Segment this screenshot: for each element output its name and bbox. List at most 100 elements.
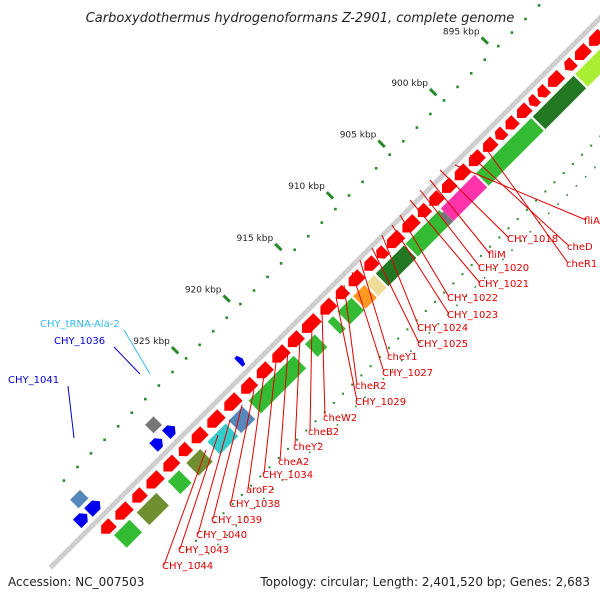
- label-leader-line: [359, 259, 390, 357]
- gc-dot: [424, 310, 427, 312]
- gc-dot: [157, 384, 161, 387]
- gene-label: cheR2: [355, 381, 386, 392]
- backbone-arc: [48, 14, 600, 570]
- label-leader-line: [123, 329, 151, 375]
- gc-dot: [497, 44, 500, 48]
- gc-dot: [185, 549, 188, 551]
- gc-dot: [369, 365, 372, 368]
- gc-dot: [62, 479, 66, 482]
- gc-dot: [479, 254, 482, 257]
- gc-dot: [442, 99, 446, 102]
- gc-dot: [225, 316, 229, 319]
- gc-dot: [198, 343, 201, 347]
- gc-dot: [299, 460, 302, 463]
- label-leader-line: [67, 385, 75, 439]
- gc-dot: [511, 249, 513, 251]
- gc-dot: [336, 424, 339, 426]
- gc-dot: [410, 350, 412, 353]
- forward-cds: [517, 102, 533, 118]
- cog-category-block: [228, 406, 256, 434]
- gc-dot: [116, 425, 120, 428]
- gene-label: CHY_1036: [54, 336, 105, 347]
- gene-label: CHY_1022: [447, 293, 498, 304]
- kbp-tick: [170, 346, 180, 355]
- forward-cds: [224, 392, 243, 411]
- gc-dot: [388, 346, 390, 349]
- gc-dot: [130, 411, 134, 414]
- forward-cds: [178, 441, 194, 457]
- gc-dot: [590, 144, 593, 147]
- gene-label: CHY_1044: [162, 561, 213, 572]
- gc-dot: [347, 194, 351, 197]
- gc-dot: [327, 433, 329, 435]
- label-leader-line: [179, 434, 219, 550]
- gc-dot: [502, 258, 504, 261]
- gc-dot: [594, 166, 596, 169]
- forward-cds: [402, 214, 421, 233]
- forward-cds: [505, 115, 520, 130]
- label-leader-line: [371, 247, 420, 344]
- gc-dot: [198, 561, 201, 564]
- gc-dot: [231, 503, 234, 506]
- gc-dot: [374, 167, 378, 170]
- forward-cds: [320, 297, 338, 315]
- gene-label: CHY_1041: [8, 375, 59, 386]
- gc-dot: [419, 341, 421, 343]
- forward-cds: [287, 330, 305, 348]
- gc-dot: [469, 72, 473, 75]
- gc-dots-layer: [62, 4, 600, 564]
- gc-dot: [204, 530, 207, 533]
- gc-dot: [235, 525, 238, 527]
- gc-dot: [171, 370, 174, 374]
- gc-dot: [452, 282, 455, 285]
- kbp-label: 910 kbp: [288, 182, 325, 192]
- gc-dot: [525, 208, 528, 211]
- gc-dot: [489, 245, 492, 248]
- forward-cds: [241, 376, 259, 394]
- gc-dot: [446, 313, 449, 316]
- label-leader-line: [409, 199, 481, 284]
- gc-dot: [391, 368, 394, 371]
- gene-label: cheR1: [566, 259, 597, 270]
- kbp-label: 920 kbp: [185, 286, 222, 296]
- feature-tracks-layer: [70, 28, 600, 549]
- gc-dot: [89, 452, 93, 455]
- cog-category-block: [248, 355, 307, 414]
- forward-cds: [589, 28, 600, 46]
- forward-cds: [575, 43, 592, 60]
- kbp-label: 905 kbp: [340, 131, 377, 141]
- gc-dot: [332, 401, 335, 404]
- cog-category-block: [304, 334, 328, 358]
- gene-label: CHY_1020: [478, 263, 529, 274]
- gene-label: CHY_1029: [355, 397, 406, 408]
- forward-cds: [132, 487, 148, 503]
- cog-category-block: [365, 274, 388, 297]
- gene-label: CHY_tRNA-Ala-2: [40, 319, 120, 330]
- cog-category-block: [532, 75, 587, 130]
- forward-cds: [335, 284, 351, 300]
- gc-dot: [307, 234, 310, 238]
- gc-dot: [465, 295, 467, 297]
- gene-label: CHY_1040: [196, 530, 247, 541]
- gene-label: CHY_1034: [262, 470, 313, 481]
- reverse-cds: [149, 438, 163, 452]
- gc-dot: [402, 139, 405, 143]
- backbone-layer: [48, 14, 600, 570]
- gene-label: CHY_1039: [211, 515, 262, 526]
- gc-dot: [213, 521, 216, 524]
- forward-cds: [494, 126, 509, 140]
- gc-dot: [373, 387, 375, 389]
- kbp-tick: [377, 139, 386, 149]
- gc-dot: [309, 451, 311, 454]
- forward-cds: [101, 518, 117, 534]
- gc-dot: [272, 488, 274, 490]
- gene-label: CHY_1038: [229, 499, 280, 510]
- gene-label: cheW2: [323, 413, 357, 424]
- forward-cds: [115, 501, 134, 520]
- gc-dot: [355, 405, 357, 408]
- forward-cds: [528, 93, 541, 107]
- gc-dot: [305, 429, 308, 432]
- cog-category-block: [167, 469, 192, 495]
- gc-dot: [226, 534, 228, 536]
